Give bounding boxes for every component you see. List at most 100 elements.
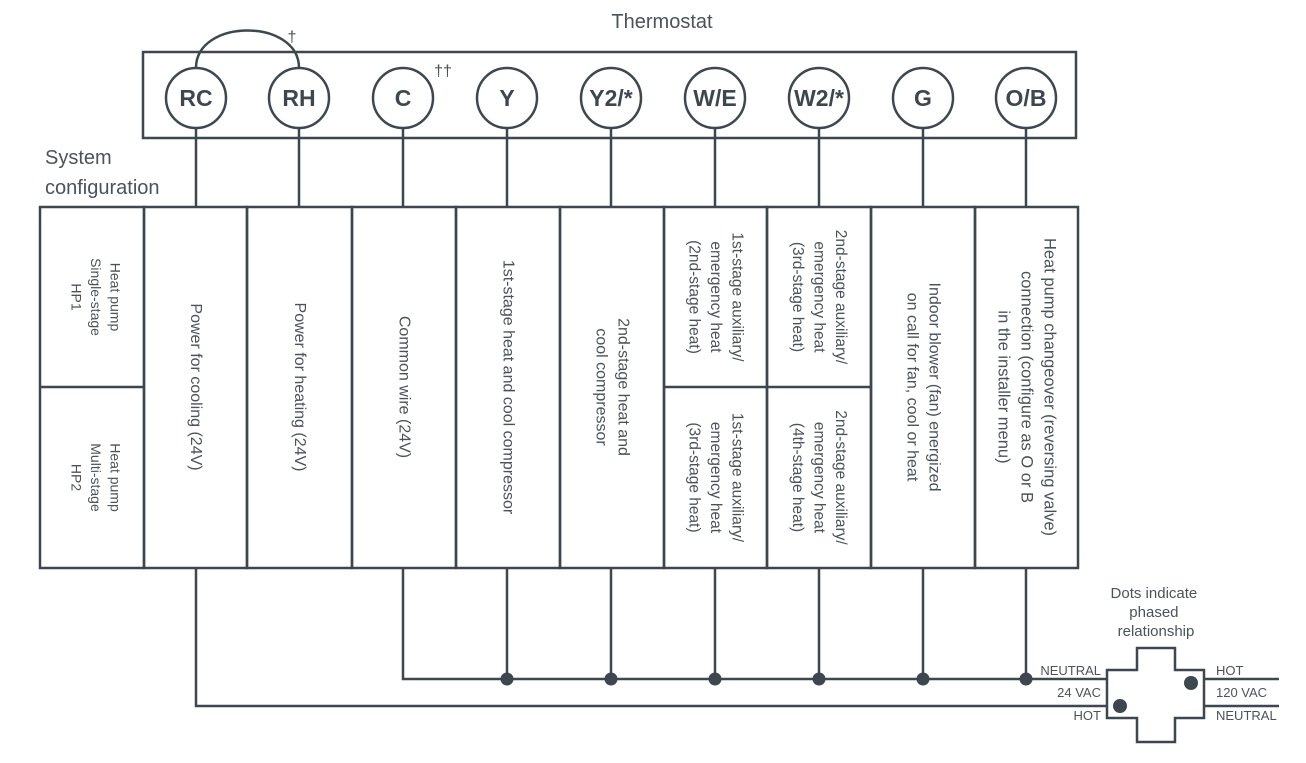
cell-text-line: HP2 (69, 464, 85, 491)
caption-line: phased (1129, 604, 1178, 621)
caption-line: relationship (1118, 623, 1195, 640)
description-text: Power for heating (24V) (291, 303, 308, 472)
cell-text-line: connection (configure as O or B (1018, 271, 1036, 503)
description-column-y2: 2nd-stage heat and cool compressor (558, 205, 666, 570)
description-column-c: Common wire (24V) (350, 205, 458, 570)
description-column-y: 1st-stage heat and cool compressor (454, 205, 562, 570)
description-column-o-b: Heat pump changeover (reversing valve)co… (973, 205, 1080, 570)
description-hp1: 2nd-stage auxiliary/emergency heat (3rd-s… (789, 230, 849, 365)
terminal-label: RC (179, 85, 212, 111)
terminal-label: RH (282, 85, 315, 111)
cell-text-line: cool compressor (592, 328, 609, 446)
description-column-rc: Power for cooling (24V) (142, 205, 249, 570)
terminal-c: C †† (371, 63, 452, 207)
cell-text-line: emergency heat (811, 422, 828, 534)
terminal-label: G (914, 85, 932, 111)
terminal-label: Y (499, 85, 514, 111)
cell-text-line: on call for fan, cool or heat (903, 293, 920, 482)
primary-hot-label: HOT (1216, 663, 1244, 678)
junction-dot (708, 672, 722, 686)
phase-dot-primary (1184, 676, 1198, 690)
terminal-row: RC RH C †† Y Y2/* W/E W2/* G O/B (164, 63, 1058, 207)
terminal-label: W/E (693, 85, 736, 111)
rc-rh-jumper (194, 29, 301, 69)
cell-text-line: emergency heat (811, 241, 828, 353)
terminal-rh: RH (267, 66, 331, 207)
cell-text-line: Power for heating (24V) (291, 303, 308, 472)
terminal-footnote-mark: †† (434, 63, 452, 80)
cell-text-line: Multi-stage (88, 443, 104, 512)
cell-text-line: 1st-stage auxiliary/ (728, 232, 745, 362)
description-hp2: 2nd-stage auxiliary/emergency heat (4th-s… (789, 410, 849, 545)
description-column-w2: 2nd-stage auxiliary/emergency heat (3rd-s… (765, 205, 873, 570)
terminal-o-b: O/B (994, 66, 1058, 207)
description-text: Power for cooling (24V) (187, 303, 204, 470)
terminal-label: O/B (1006, 85, 1047, 111)
cell-text-line: (4th-stage heat) (789, 423, 806, 532)
description-text: Indoor blower (fan) energized on call for… (903, 282, 942, 491)
cell-text-line: Common wire (24V) (396, 316, 413, 458)
description-text: Heat pump changeover (reversing valve)co… (995, 238, 1059, 536)
phase-dot-secondary (1113, 699, 1127, 713)
system-config-label-line: System (45, 147, 112, 169)
terminal-rc: RC (164, 66, 228, 207)
cell-text-line: 2nd-stage heat and (615, 318, 632, 456)
terminal-label: W2/* (794, 85, 844, 111)
cell-text-line: in the installer menu) (995, 310, 1013, 463)
junction-dot (812, 672, 826, 686)
secondary-hot-label: HOT (1074, 708, 1102, 723)
description-column-g: Indoor blower (fan) energized on call for… (869, 205, 977, 570)
cell-text-line: Indoor blower (fan) energized (926, 282, 943, 491)
terminal-w2: W2/* (787, 66, 851, 207)
transformer: Dots indicate phased relationship NEUTRA… (1040, 585, 1279, 744)
cell-text-line: 1st-stage auxiliary/ (728, 413, 745, 543)
junction-dot (916, 672, 930, 686)
cell-text-line: Heat pump (107, 443, 123, 512)
primary-voltage-label: 120 VAC (1216, 685, 1267, 700)
wiring (194, 568, 1107, 708)
terminal-y: Y (475, 66, 539, 207)
cell-text-line: 1st-stage heat and cool compressor (500, 260, 517, 515)
description-column-w-e: 1st-stage auxiliary/emergency heat(2nd-s… (662, 205, 769, 570)
transformer-caption: Dots indicate phased relationship (1111, 585, 1202, 640)
primary-neutral-label: NEUTRAL (1216, 708, 1277, 723)
cell-text-line: Heat pump (107, 263, 123, 332)
cell-text-line: emergency heat (707, 241, 724, 353)
cell-text-line: Heat pump changeover (reversing valve) (1040, 238, 1058, 536)
secondary-voltage-label: 24 VAC (1057, 685, 1101, 700)
jumper-mark: † (288, 29, 297, 46)
junction-dot (604, 672, 618, 686)
description-hp2: 1st-stage auxiliary/emergency heat(3rd-s… (686, 413, 746, 543)
cell-text-line: (3rd-stage heat) (686, 422, 703, 532)
junction-dot (1019, 672, 1033, 686)
cell-text-line: 2nd-stage auxiliary/ (832, 410, 849, 545)
hot-24v-wire (194, 568, 1107, 708)
description-hp1: 1st-stage auxiliary/emergency heat(2nd-s… (686, 232, 746, 362)
terminal-label: C (395, 85, 412, 111)
secondary-neutral-label: NEUTRAL (1040, 663, 1101, 678)
cell-text-line: (2nd-stage heat) (686, 240, 703, 354)
description-text: Common wire (24V) (396, 316, 413, 458)
system-config-label: System configuration (45, 147, 160, 199)
table-cell (869, 205, 977, 570)
system-config-label-line: configuration (45, 177, 160, 199)
terminal-label: Y2/* (589, 85, 633, 111)
transformer-symbol (1105, 646, 1206, 744)
terminal-g: G (891, 66, 955, 207)
description-text: 2nd-stage heat and cool compressor (592, 318, 631, 456)
cell-text-line: emergency heat (707, 422, 724, 534)
caption-line: Dots indicate (1111, 585, 1198, 602)
description-text: 1st-stage heat and cool compressor (500, 260, 517, 515)
cell-text-line: HP1 (69, 283, 85, 310)
neutral-24v-wire (401, 568, 1107, 681)
terminal-y2: Y2/* (579, 66, 643, 207)
junction-dot (500, 672, 514, 686)
cell-text-line: 2nd-stage auxiliary/ (832, 230, 849, 365)
description-column-rh: Power for heating (24V) (245, 205, 354, 570)
table-cell (558, 205, 666, 570)
